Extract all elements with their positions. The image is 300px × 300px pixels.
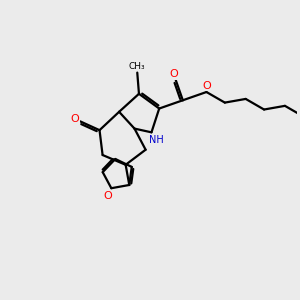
Text: NH: NH	[149, 135, 164, 145]
Text: O: O	[103, 190, 112, 201]
Text: O: O	[70, 114, 79, 124]
Text: CH₃: CH₃	[128, 62, 145, 71]
Text: O: O	[202, 80, 211, 91]
Text: O: O	[169, 69, 178, 79]
